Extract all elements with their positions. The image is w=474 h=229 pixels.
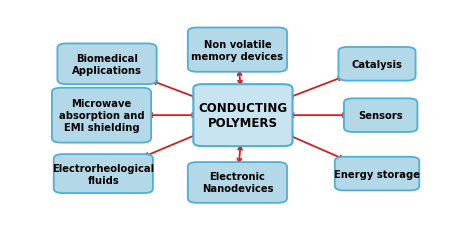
Text: Catalysis: Catalysis xyxy=(352,60,402,69)
FancyBboxPatch shape xyxy=(335,157,419,191)
Text: Microwave
absorption and
EMI shielding: Microwave absorption and EMI shielding xyxy=(59,99,144,133)
FancyBboxPatch shape xyxy=(52,88,151,143)
FancyBboxPatch shape xyxy=(188,28,287,72)
Text: Sensors: Sensors xyxy=(358,111,403,121)
Text: Electrorheological
fluids: Electrorheological fluids xyxy=(52,163,155,185)
FancyBboxPatch shape xyxy=(344,99,418,132)
Text: CONDUCTING
POLYMERS: CONDUCTING POLYMERS xyxy=(198,101,288,130)
Text: Electronic
Nanodevices: Electronic Nanodevices xyxy=(201,172,273,194)
FancyBboxPatch shape xyxy=(193,85,292,147)
FancyBboxPatch shape xyxy=(188,162,287,203)
FancyBboxPatch shape xyxy=(54,154,153,193)
FancyBboxPatch shape xyxy=(57,44,156,85)
Text: Biomedical
Applications: Biomedical Applications xyxy=(72,54,142,76)
Text: Non volatile
memory devices: Non volatile memory devices xyxy=(191,39,283,61)
Text: Energy storage: Energy storage xyxy=(334,169,420,179)
FancyBboxPatch shape xyxy=(338,48,416,81)
